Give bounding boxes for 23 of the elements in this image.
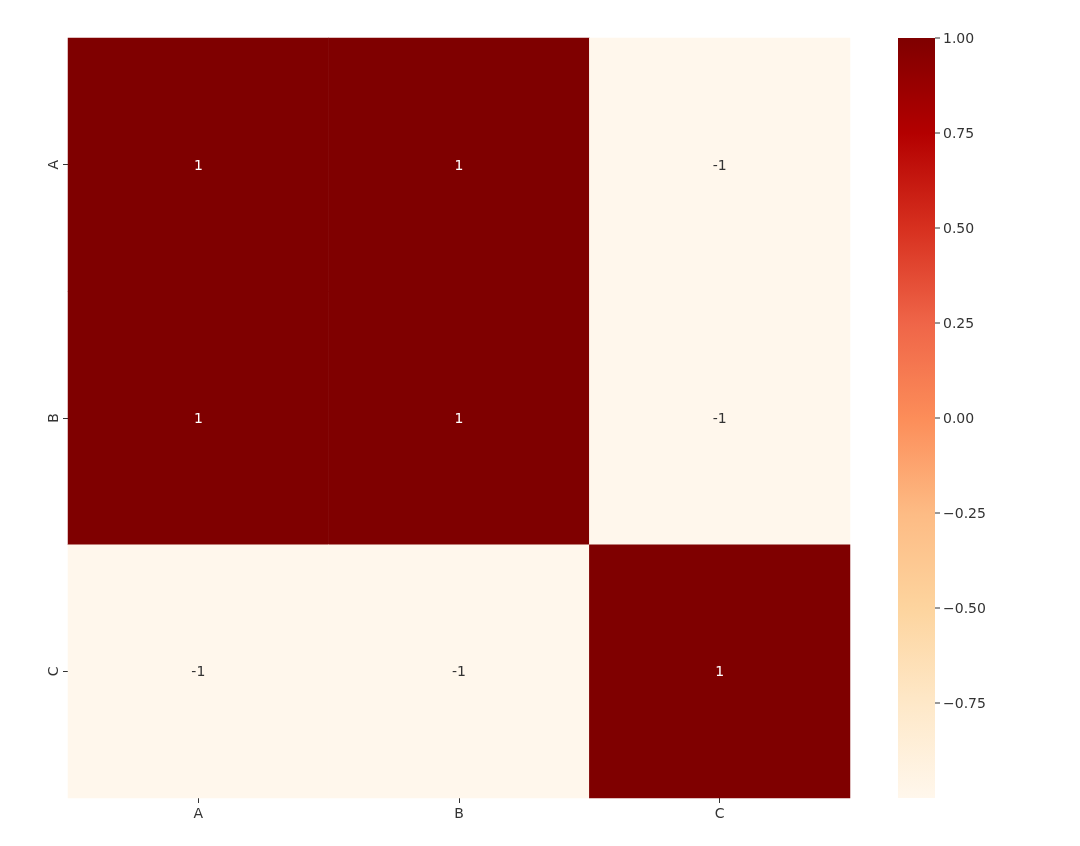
color-bar-label: −0.75 [943, 695, 986, 711]
y-tick-label: B [45, 413, 61, 423]
y-tick-label: C [45, 666, 61, 677]
data-label: 1 [193, 156, 203, 173]
data-label: -1 [712, 410, 727, 426]
x-tick-label: B [454, 805, 464, 821]
x-tick-label: C [714, 805, 725, 821]
color-bar-label: 0.50 [943, 220, 975, 236]
data-label: 1 [454, 156, 464, 173]
color-bar-label: 0.25 [943, 315, 975, 331]
color-bar-label: 0.75 [943, 125, 975, 141]
color-bar-label: −0.50 [943, 600, 986, 616]
x-tick-label: A [193, 805, 204, 821]
data-label: 1 [715, 663, 725, 680]
data-label: 1 [454, 410, 464, 426]
color-bar-label: 1.00 [943, 30, 975, 46]
color-bar-label: 0.00 [943, 410, 975, 426]
data-label: -1 [712, 156, 727, 173]
y-tick-label: A [45, 159, 61, 170]
data-label: 1 [193, 410, 203, 426]
color-bar-label: −0.25 [943, 505, 986, 521]
data-label: -1 [452, 663, 466, 680]
data-label: -1 [191, 663, 206, 680]
